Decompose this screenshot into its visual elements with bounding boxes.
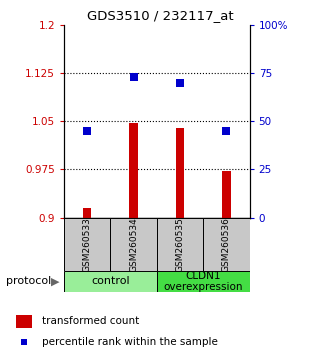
Point (84, 128, 90, 134)
Bar (157, 218, 203, 271)
Text: GSM260536: GSM260536 (222, 217, 231, 272)
Text: protocol: protocol (6, 276, 52, 286)
Text: GDS3510 / 232117_at: GDS3510 / 232117_at (87, 9, 233, 22)
Text: ▶: ▶ (51, 276, 59, 286)
Point (224, 128, 229, 134)
Text: transformed count: transformed count (42, 316, 139, 326)
Bar (129, 123, 138, 218)
Bar (83, 208, 92, 218)
Bar (64, 218, 110, 271)
Text: GSM260535: GSM260535 (175, 217, 185, 272)
Text: GSM260533: GSM260533 (83, 217, 92, 272)
Text: CLDN1
overexpression: CLDN1 overexpression (164, 270, 243, 292)
Text: percentile rank within the sample: percentile rank within the sample (42, 337, 218, 347)
Bar (157, 271, 250, 292)
Text: GSM260534: GSM260534 (129, 217, 138, 272)
Bar (222, 171, 231, 218)
Bar (203, 218, 250, 271)
Bar (64, 271, 157, 292)
Point (131, 74, 136, 80)
Text: control: control (91, 276, 130, 286)
Bar (110, 218, 157, 271)
Bar (16, 315, 32, 327)
Point (177, 80, 182, 85)
Bar (176, 128, 184, 218)
